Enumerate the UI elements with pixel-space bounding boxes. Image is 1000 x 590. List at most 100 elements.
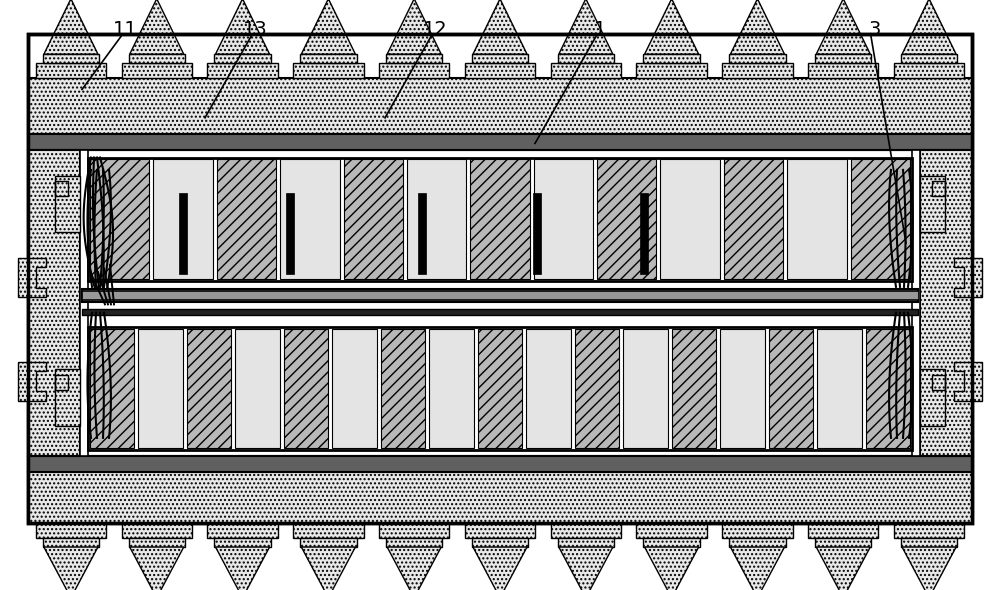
Polygon shape [387, 0, 441, 54]
Polygon shape [894, 63, 964, 78]
Bar [912, 150, 920, 455]
Bar [418, 194, 426, 274]
Bar [28, 78, 972, 133]
Bar [534, 159, 593, 280]
Polygon shape [44, 0, 98, 54]
Polygon shape [293, 63, 364, 78]
Polygon shape [129, 54, 185, 63]
Polygon shape [293, 523, 364, 538]
Polygon shape [551, 523, 621, 538]
Bar [866, 329, 910, 448]
Bar [82, 291, 918, 299]
Polygon shape [473, 0, 527, 54]
Polygon shape [559, 547, 613, 590]
Polygon shape [730, 547, 784, 590]
Polygon shape [207, 63, 278, 78]
Bar [407, 159, 466, 280]
Polygon shape [214, 538, 271, 547]
Polygon shape [301, 0, 355, 54]
Bar [80, 150, 88, 455]
Polygon shape [722, 63, 793, 78]
Bar [724, 159, 783, 280]
Polygon shape [645, 547, 699, 590]
Bar [153, 159, 213, 280]
Polygon shape [730, 0, 784, 54]
Bar [28, 472, 972, 523]
Polygon shape [18, 362, 46, 401]
Bar [187, 329, 231, 448]
Bar [533, 194, 541, 274]
Bar [82, 309, 918, 314]
Polygon shape [815, 54, 871, 63]
Bar [284, 329, 328, 448]
Polygon shape [558, 538, 614, 547]
Polygon shape [636, 523, 707, 538]
Bar [90, 159, 149, 280]
Polygon shape [55, 175, 80, 232]
Polygon shape [465, 523, 535, 538]
Polygon shape [816, 0, 870, 54]
Polygon shape [36, 63, 106, 78]
Polygon shape [722, 523, 793, 538]
Polygon shape [954, 258, 982, 297]
Polygon shape [816, 547, 870, 590]
Polygon shape [122, 523, 192, 538]
Bar [88, 158, 912, 281]
Polygon shape [473, 547, 527, 590]
Bar [660, 159, 720, 280]
Bar [332, 329, 377, 448]
Bar [138, 329, 183, 448]
Polygon shape [301, 547, 355, 590]
Polygon shape [902, 547, 956, 590]
Bar [526, 329, 571, 448]
Text: 1: 1 [594, 19, 606, 38]
Polygon shape [729, 54, 786, 63]
Polygon shape [808, 63, 878, 78]
Bar [28, 455, 972, 472]
Polygon shape [954, 362, 982, 401]
Polygon shape [558, 54, 614, 63]
Bar [851, 159, 910, 280]
Polygon shape [216, 547, 270, 590]
Polygon shape [43, 538, 99, 547]
Text: 11: 11 [113, 19, 137, 38]
Polygon shape [379, 523, 449, 538]
Polygon shape [920, 175, 945, 232]
Bar [90, 329, 134, 448]
Bar [720, 329, 765, 448]
Polygon shape [636, 63, 707, 78]
Bar [429, 329, 474, 448]
Bar [286, 194, 294, 274]
Polygon shape [465, 63, 535, 78]
Polygon shape [472, 54, 528, 63]
Polygon shape [216, 0, 270, 54]
Polygon shape [386, 54, 442, 63]
Polygon shape [386, 538, 442, 547]
Polygon shape [472, 538, 528, 547]
Polygon shape [18, 258, 46, 297]
Polygon shape [300, 54, 357, 63]
Bar [235, 329, 280, 448]
Text: 12: 12 [423, 19, 447, 38]
Bar [672, 329, 716, 448]
Polygon shape [300, 538, 357, 547]
Polygon shape [808, 523, 878, 538]
Bar [179, 194, 187, 274]
Bar [817, 329, 862, 448]
Polygon shape [729, 538, 786, 547]
Text: 13: 13 [243, 19, 267, 38]
Polygon shape [643, 54, 700, 63]
Polygon shape [55, 369, 80, 425]
Polygon shape [902, 0, 956, 54]
Polygon shape [815, 538, 871, 547]
Polygon shape [645, 0, 699, 54]
Polygon shape [379, 63, 449, 78]
Bar [28, 133, 972, 150]
Bar [344, 159, 403, 280]
Polygon shape [643, 538, 700, 547]
Bar [28, 34, 972, 523]
Bar [597, 159, 656, 280]
Polygon shape [130, 547, 184, 590]
Bar [470, 159, 530, 280]
Polygon shape [920, 369, 945, 425]
